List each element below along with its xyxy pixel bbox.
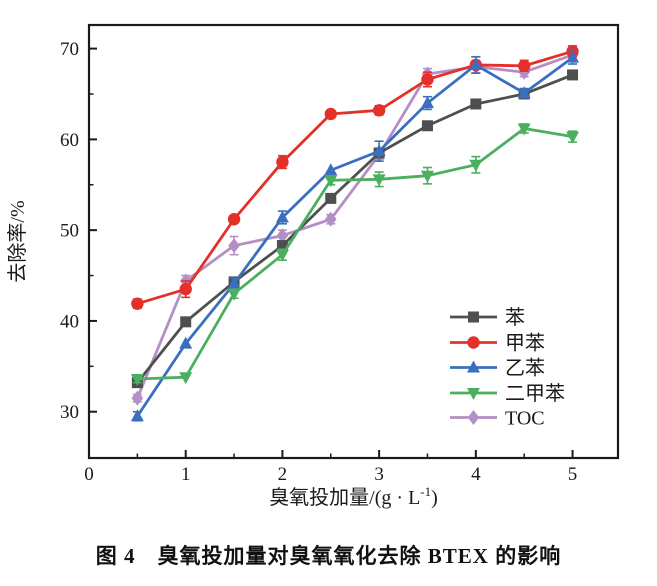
legend-item: 二甲苯: [450, 382, 565, 405]
legend-item: 甲苯: [450, 332, 545, 355]
y-axis-title: 去除率/%: [6, 200, 29, 282]
marker-triangle-up: [467, 360, 480, 373]
series-line: [137, 127, 573, 381]
marker-diamond: [276, 228, 289, 244]
series-甲苯: [131, 45, 579, 310]
marker-triangle-down: [566, 131, 580, 144]
x-tick-label: 3: [374, 464, 384, 485]
y-tick-label: 50: [60, 221, 79, 242]
marker-triangle-down: [179, 372, 193, 385]
y-tick-label: 30: [60, 402, 79, 423]
legend-label: 苯: [505, 306, 525, 329]
marker-circle: [467, 336, 480, 349]
x-tick-label: 5: [568, 464, 578, 485]
series-line: [136, 56, 574, 418]
marker-triangle-up: [324, 163, 338, 176]
series-line: [136, 49, 573, 306]
marker-triangle-down: [517, 123, 531, 136]
x-tick-label: 0: [84, 464, 94, 485]
marker-circle: [276, 155, 289, 169]
figure-caption: 图 4 臭氧投加量对臭氧氧化去除 BTEX 的影响: [95, 544, 562, 568]
marker-square: [421, 120, 433, 132]
marker-square: [468, 311, 479, 323]
y-tick-label: 70: [60, 39, 79, 60]
marker-square: [325, 192, 337, 204]
y-tick-label: 40: [60, 311, 79, 332]
marker-triangle-up: [469, 57, 483, 70]
x-tick-label: 1: [181, 464, 191, 485]
marker-triangle-down: [469, 159, 483, 172]
legend-label: 甲苯: [505, 332, 545, 355]
marker-diamond: [467, 410, 480, 425]
y-tick-label: 60: [60, 130, 79, 151]
legend-label: 乙苯: [505, 357, 545, 380]
marker-diamond: [131, 390, 144, 406]
chart-canvas: 0 1 2 3 4 5 30 40 50 60 70 去除率/% 臭氧投加量/(g · L-1) 苯甲苯乙…: [6, 23, 620, 509]
x-axis-title: 臭氧投加量/(g · L-1): [269, 484, 438, 509]
marker-triangle-down: [130, 374, 144, 387]
x-tick-label: 4: [471, 464, 481, 485]
legend-item: 苯: [450, 306, 525, 329]
marker-triangle-up: [227, 276, 241, 289]
marker-triangle-up: [566, 50, 580, 63]
marker-circle: [372, 104, 386, 117]
marker-triangle-up: [372, 144, 386, 157]
marker-circle: [324, 107, 337, 121]
marker-triangle-down: [420, 170, 434, 183]
marker-square: [276, 240, 288, 252]
series-line: [136, 53, 574, 399]
marker-circle: [421, 73, 434, 86]
series-二甲苯: [130, 123, 580, 387]
marker-triangle-up: [130, 409, 144, 422]
marker-square: [470, 98, 482, 110]
marker-circle: [131, 297, 144, 310]
marker-diamond: [228, 238, 240, 254]
marker-triangle-down: [227, 288, 241, 301]
marker-circle: [517, 59, 531, 73]
series-乙苯: [130, 50, 580, 422]
marker-triangle-up: [420, 96, 434, 109]
marker-square: [567, 69, 579, 81]
legend-item: 乙苯: [450, 357, 545, 380]
marker-triangle-down: [467, 388, 480, 400]
marker-circle: [179, 282, 192, 296]
legend-item: TOC: [450, 408, 545, 430]
marker-triangle-down: [324, 175, 338, 188]
marker-triangle-down: [372, 174, 386, 187]
marker-square: [180, 316, 192, 328]
marker-diamond: [324, 211, 337, 227]
x-tick-label: 2: [278, 464, 288, 485]
plot-border: [87, 23, 620, 460]
axis-ticks: [88, 47, 574, 458]
marker-triangle-up: [275, 210, 289, 223]
legend-label: 二甲苯: [505, 382, 565, 405]
marker-triangle-up: [517, 86, 531, 99]
marker-triangle-down: [275, 249, 289, 262]
series-line: [136, 73, 574, 384]
marker-circle: [227, 213, 241, 226]
legend-label: TOC: [505, 408, 545, 430]
marker-triangle-up: [179, 336, 193, 349]
